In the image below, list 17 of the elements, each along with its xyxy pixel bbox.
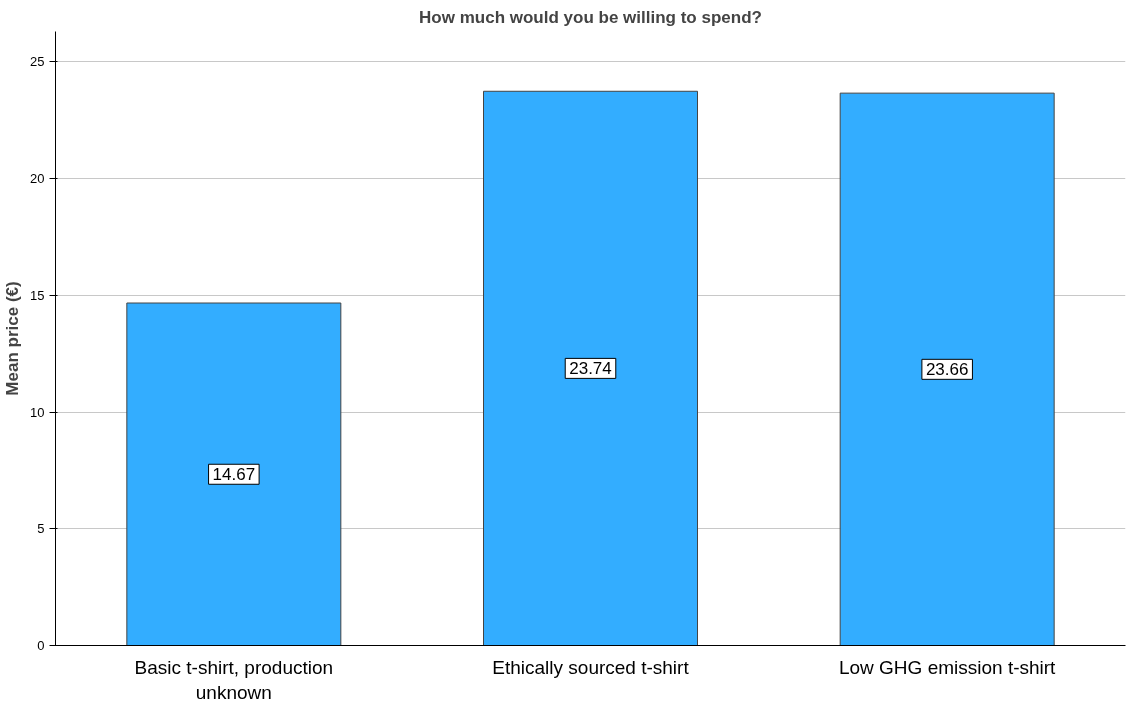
x-tick-label: Ethically sourced t-shirt bbox=[492, 656, 690, 678]
x-tick-label: Low GHG emission t-shirt bbox=[838, 656, 1057, 678]
x-tick-label: Basic t-shirt, production unknown bbox=[134, 656, 334, 703]
chart-title: How much would you be willing to spend? bbox=[419, 7, 762, 27]
y-axis-title: Mean price (€) bbox=[3, 281, 23, 396]
y-tick-label: 0 bbox=[37, 638, 45, 653]
data-label: 23.66 bbox=[925, 360, 969, 380]
bar bbox=[483, 90, 698, 646]
y-tick-label: 15 bbox=[30, 287, 45, 303]
bar bbox=[126, 302, 342, 646]
y-tick-label: 10 bbox=[30, 404, 45, 420]
bar bbox=[839, 92, 1055, 646]
data-label: 23.74 bbox=[569, 359, 612, 379]
data-label: 14.67 bbox=[212, 465, 256, 485]
y-tick-label: 25 bbox=[30, 54, 45, 70]
y-tick-label: 20 bbox=[30, 171, 45, 187]
y-tick-label: 5 bbox=[37, 521, 45, 537]
